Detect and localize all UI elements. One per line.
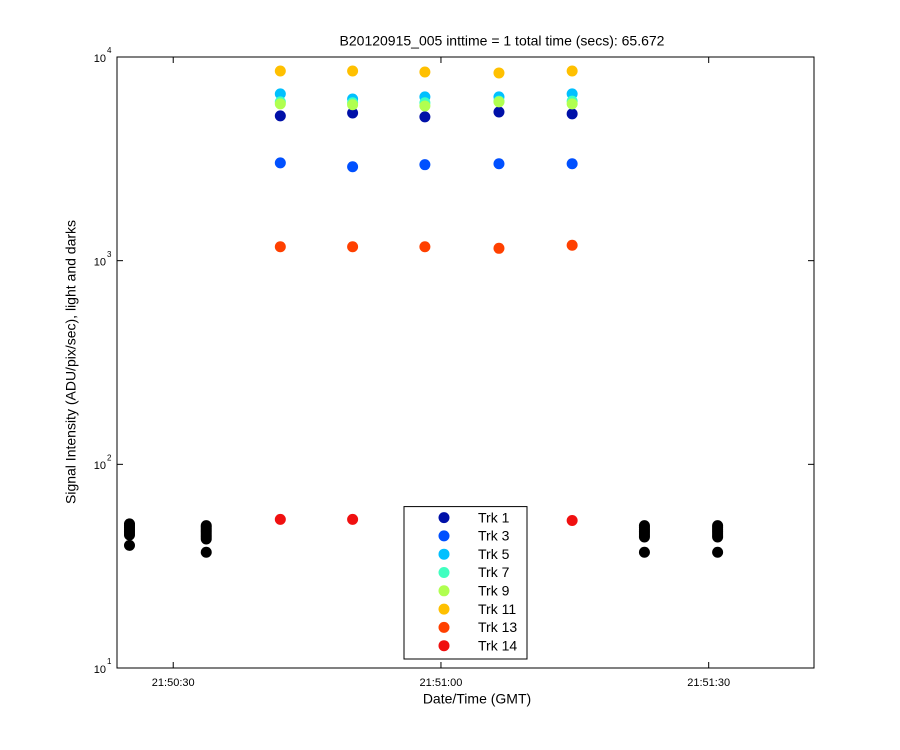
dark-point <box>200 546 212 558</box>
data-point <box>493 158 505 170</box>
y-tick-label: 10 <box>94 257 106 269</box>
data-point <box>347 241 359 253</box>
x-axis-label: Date/Time (GMT) <box>423 691 531 707</box>
data-point <box>274 110 286 122</box>
data-point <box>274 241 286 253</box>
data-point <box>419 159 431 171</box>
legend-label: Trk 9 <box>478 583 510 599</box>
y-tick-exponent: 4 <box>107 46 112 55</box>
legend-marker <box>438 603 450 615</box>
data-point <box>274 88 286 100</box>
data-point <box>419 100 431 112</box>
data-point <box>566 108 578 120</box>
data-point <box>347 513 359 525</box>
legend-marker <box>438 548 450 560</box>
data-point <box>566 239 578 251</box>
legend-marker <box>438 621 450 633</box>
data-point <box>493 67 505 79</box>
legend-marker <box>438 567 450 578</box>
y-axis-label: Signal Intensity (ADU/pix/sec), light an… <box>63 220 79 504</box>
data-point <box>493 106 505 118</box>
y-tick-label: 10 <box>94 53 106 65</box>
data-point <box>347 99 359 111</box>
data-point <box>566 514 578 526</box>
dark-point <box>712 546 724 558</box>
data-point <box>419 66 431 78</box>
data-point <box>493 242 505 254</box>
dark-point <box>123 539 135 551</box>
legend-label: Trk 14 <box>478 637 517 653</box>
data-point <box>493 96 505 108</box>
y-tick-label: 10 <box>94 664 106 676</box>
dark-point <box>200 533 212 545</box>
data-point <box>566 158 578 170</box>
data-point <box>419 111 431 123</box>
data-point <box>347 107 359 119</box>
dark-point <box>712 531 724 543</box>
legend-box <box>403 506 528 660</box>
data-point <box>274 513 286 525</box>
dark-point <box>123 529 135 541</box>
data-point <box>347 65 359 77</box>
chart-title: B20120915_005 inttime = 1 total time (se… <box>340 33 665 49</box>
x-tick-label: 21:51:30 <box>687 677 730 689</box>
data-point <box>566 98 578 110</box>
legend-label: Trk 1 <box>478 509 510 525</box>
legend-label: Trk 3 <box>478 528 510 544</box>
legend-label: Trk 11 <box>478 601 516 617</box>
x-tick-label: 21:50:30 <box>152 677 195 689</box>
y-tick-exponent: 2 <box>107 453 112 462</box>
x-tick-label: 21:51:00 <box>420 677 463 689</box>
y-tick-label: 10 <box>94 460 106 472</box>
legend-marker <box>438 530 450 542</box>
dark-point <box>638 531 650 543</box>
data-point <box>274 98 286 110</box>
data-point <box>419 241 431 253</box>
legend-label: Trk 7 <box>478 564 510 580</box>
data-point <box>347 161 359 173</box>
data-point <box>566 65 578 77</box>
legend-marker <box>438 640 450 652</box>
dark-point <box>638 546 650 558</box>
legend-marker <box>438 585 450 597</box>
y-tick-exponent: 1 <box>107 657 112 666</box>
legend-label: Trk 5 <box>478 546 510 562</box>
data-point <box>274 65 286 77</box>
y-tick-exponent: 3 <box>107 250 112 259</box>
legend-marker <box>438 512 450 524</box>
legend-label: Trk 13 <box>478 619 517 635</box>
data-point <box>274 157 286 169</box>
